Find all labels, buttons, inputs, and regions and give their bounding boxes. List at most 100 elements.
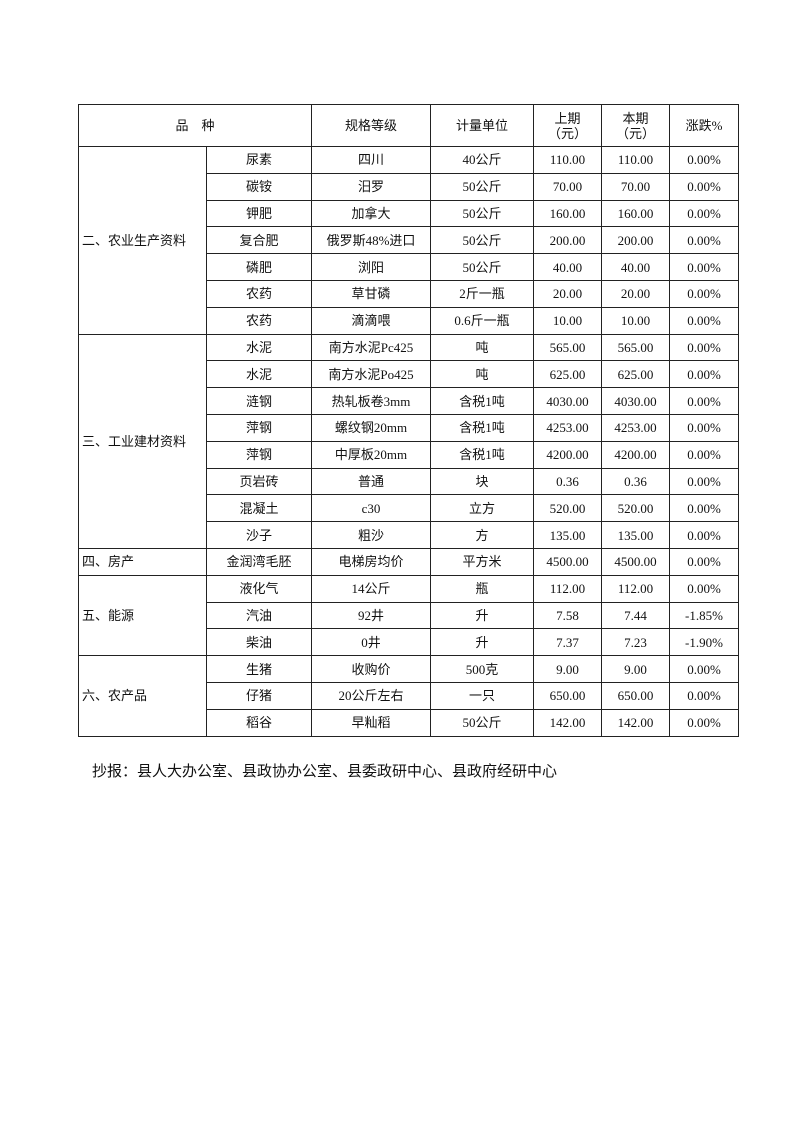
curr-cell: 4200.00: [601, 440, 671, 469]
unit-cell: 瓶: [430, 574, 535, 603]
spec-cell: 中厚板20mm: [311, 440, 432, 469]
change-cell: 0.00%: [669, 655, 740, 683]
price-table: 品 种 规格等级 计量单位 上期 （元） 本期 （元） 涨跌% 二、农业生产资料 尿素…: [77, 104, 740, 737]
change-cell: 0.00%: [669, 681, 740, 710]
prev-cell: 4253.00: [533, 413, 603, 442]
prev-cell: 70.00: [533, 172, 603, 201]
prev-cell: 135.00: [533, 521, 603, 549]
item-cell: 钾肥: [205, 199, 313, 228]
spec-cell: 电梯房均价: [311, 547, 432, 576]
spec-cell: 20公斤左右: [311, 681, 432, 710]
change-cell: 0.00%: [669, 172, 740, 201]
unit-cell: 方: [430, 521, 535, 549]
header-prev-line1: 上期: [554, 110, 581, 126]
change-cell: 0.00%: [669, 333, 740, 362]
table-row: 页岩砖 普通块 0.36 0.36 0.00%: [79, 467, 740, 496]
table-row: 农药 草甘磷 2斤一瓶 20.00 20.00 0.00%: [79, 279, 740, 308]
prev-cell: 565.00: [533, 333, 603, 362]
spec-cell: 普通: [311, 467, 432, 496]
table-row: 钾肥 加拿大 50公斤 160.00 160.00 0.00%: [79, 199, 740, 228]
header-variety: 品 种: [77, 104, 313, 147]
curr-cell: 20.00: [601, 279, 671, 308]
prev-cell: 160.00: [533, 199, 603, 228]
spec-cell: 南方水泥Po425: [311, 360, 432, 389]
unit-cell: 含税1吨: [430, 440, 535, 469]
unit-cell: 50公斤: [430, 253, 535, 281]
unit-cell: 50公斤: [430, 708, 535, 737]
spec-cell: 0井: [311, 628, 432, 657]
table-row: 碳铵 汨罗 50公斤 70.00 70.00 0.00%: [79, 172, 740, 201]
table-row: 六、农产品 生猪 收购价 500克 9.00 9.00 0.00%: [78, 655, 740, 737]
change-cell: 0.00%: [669, 547, 740, 576]
header-row: 品 种 规格等级 计量单位 上期 （元） 本期 （元） 涨跌%: [77, 104, 740, 147]
table-row: 三、工业建材资料 水泥 南方水泥Pc425 吨 565.00 565.00 0.00%: [78, 333, 740, 549]
spec-cell: 滴滴喂: [311, 306, 432, 335]
change-cell: 0.00%: [669, 253, 740, 281]
item-cell: 水泥: [205, 360, 313, 389]
prev-cell: 0.36: [533, 467, 603, 496]
prev-cell: 200.00: [533, 226, 603, 255]
item-cell: 复合肥: [205, 226, 313, 255]
curr-cell: 650.00: [601, 681, 671, 710]
item-cell: 柴油: [205, 628, 313, 657]
spec-cell: 汨罗: [311, 172, 432, 201]
unit-cell: 平方米: [430, 547, 535, 576]
unit-cell: 立方: [430, 494, 535, 523]
table-row: 五、能源 液化气 14公斤瓶 112.00 112.00 0.00%: [78, 574, 740, 657]
prev-cell: 4030.00: [533, 387, 603, 415]
item-cell: 稻谷: [205, 708, 313, 737]
curr-cell: 70.00: [601, 172, 671, 201]
spec-cell: c30: [311, 494, 432, 523]
change-cell: 0.00%: [669, 360, 740, 389]
spec-cell: 早籼稻: [311, 708, 432, 737]
unit-cell: 50公斤: [430, 199, 535, 228]
spec-cell: 收购价: [311, 655, 432, 683]
curr-cell: 4030.00: [601, 387, 671, 415]
item-cell: 液化气: [205, 574, 313, 603]
curr-cell: 112.00: [601, 574, 671, 603]
item-cell: 萍钢: [205, 413, 313, 442]
unit-cell: 2斤一瓶: [430, 279, 535, 308]
header-prev: 上期 （元）: [533, 104, 603, 147]
prev-cell: 520.00: [533, 494, 603, 523]
unit-cell: 0.6斤一瓶: [430, 306, 535, 335]
table-row: 仔猪 20公斤左右 一只 650.00 650.00 0.00%: [79, 681, 740, 710]
curr-cell: 0.36: [601, 467, 671, 496]
curr-cell: 7.44: [601, 601, 671, 630]
item-cell: 萍钢: [205, 440, 313, 469]
prev-cell: 4500.00: [533, 547, 603, 576]
spec-cell: 14公斤: [311, 574, 432, 603]
change-cell: -1.90%: [669, 628, 740, 657]
category-cell: 五、能源: [78, 574, 207, 657]
unit-cell: 50公斤: [430, 226, 535, 255]
category-cell: 三、工业建材资料: [78, 333, 207, 549]
prev-cell: 650.00: [533, 681, 603, 710]
spec-cell: 浏阳: [311, 253, 432, 281]
header-spec: 规格等级: [311, 104, 432, 147]
curr-cell: 135.00: [601, 521, 671, 549]
item-cell: 农药: [205, 306, 313, 335]
change-cell: 0.00%: [669, 226, 740, 255]
header-curr-line2: （元）: [616, 125, 656, 141]
item-cell: 生猪: [205, 655, 313, 683]
curr-cell: 110.00: [601, 146, 671, 174]
item-cell: 仔猪: [205, 681, 313, 710]
header-unit: 计量单位: [430, 104, 535, 147]
curr-cell: 10.00: [601, 306, 671, 335]
change-cell: 0.00%: [669, 199, 740, 228]
unit-cell: 升: [430, 601, 535, 630]
table-row: 磷肥 浏阳 50公斤 40.00 40.00 0.00%: [79, 253, 740, 281]
unit-cell: 升: [430, 628, 535, 657]
spec-cell: 草甘磷: [311, 279, 432, 308]
spec-cell: 俄罗斯48%进口: [311, 226, 432, 255]
unit-cell: 含税1吨: [430, 387, 535, 415]
table-row: 四、房产 金润湾毛胚 电梯房均价 平方米 4500.00 4500.00 0.00%: [78, 547, 740, 576]
change-cell: 0.00%: [669, 440, 740, 469]
item-cell: 汽油: [205, 601, 313, 630]
prev-cell: 40.00: [533, 253, 603, 281]
item-cell: 碳铵: [205, 172, 313, 201]
header-prev-line2: （元）: [548, 125, 588, 141]
unit-cell: 吨: [430, 360, 535, 389]
change-cell: -1.85%: [669, 601, 740, 630]
unit-cell: 块: [430, 467, 535, 496]
